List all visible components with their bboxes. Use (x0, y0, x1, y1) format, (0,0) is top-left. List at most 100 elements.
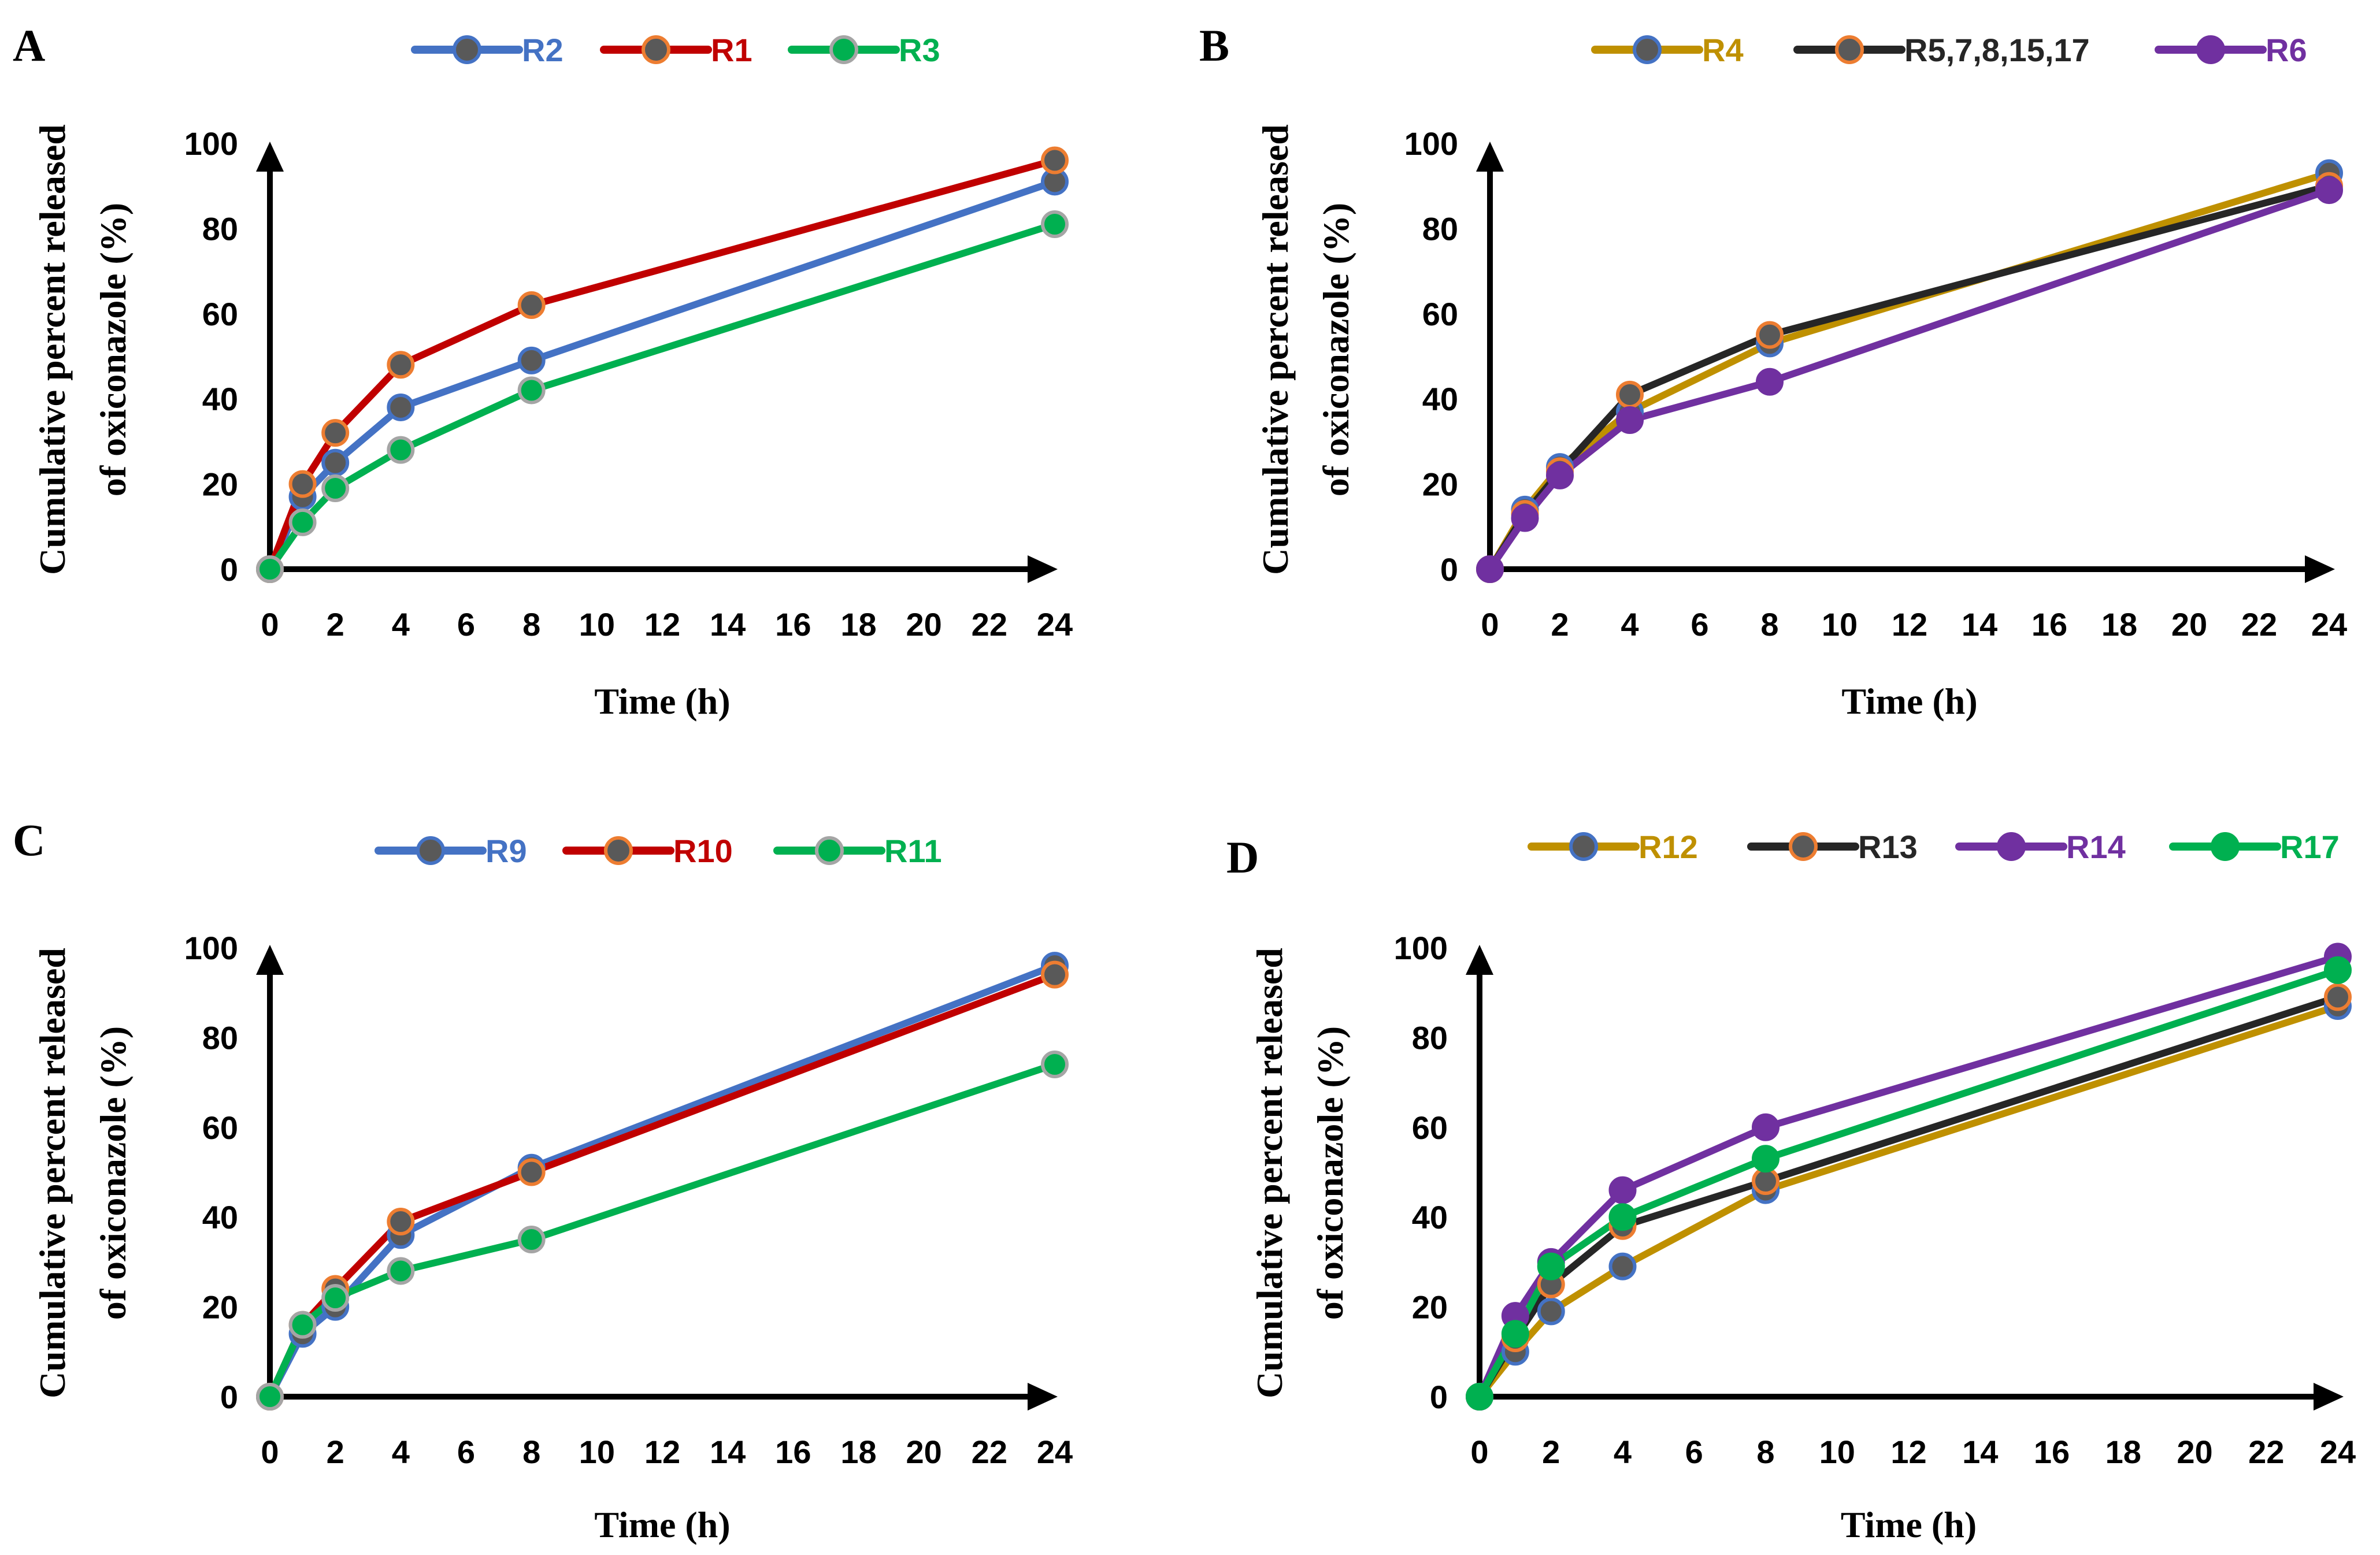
x-tick-label: 6 (1685, 1434, 1703, 1470)
data-point (387, 1207, 415, 1235)
data-point (288, 1311, 317, 1339)
x-axis-label: Time (h) (594, 1504, 730, 1545)
data-point (321, 1284, 350, 1312)
x-tick-label: 16 (2031, 606, 2067, 643)
data-point (321, 474, 350, 502)
legend-label: R13 (1858, 829, 1918, 865)
data-point (321, 448, 350, 477)
data-point (1537, 1297, 1565, 1326)
y-tick-label: 80 (202, 1019, 238, 1056)
x-tick-label: 14 (1962, 1434, 1998, 1470)
x-tick-label: 10 (579, 1434, 615, 1470)
x-tick-label: 8 (522, 1434, 540, 1470)
data-point (1041, 1051, 1069, 1079)
data-point (2324, 956, 2352, 984)
y-tick-label: 60 (202, 296, 238, 332)
x-tick-label: 10 (1822, 606, 1858, 643)
y-axis-label-line1: Cumulative percent released (1249, 948, 1290, 1398)
x-tick-label: 14 (710, 1434, 746, 1470)
x-tick-label: 0 (261, 1434, 279, 1470)
panel-letter: B (1199, 20, 1229, 70)
y-tick-label: 40 (202, 1199, 238, 1235)
y-axis-arrow (256, 945, 284, 975)
y-tick-label: 80 (202, 210, 238, 247)
series-line-r13 (1476, 993, 2339, 1399)
y-tick-label: 60 (202, 1109, 238, 1146)
legend-label: R5,7,8,15,17 (1904, 32, 2090, 68)
x-tick-label: 14 (1962, 606, 1997, 643)
data-point (517, 346, 546, 374)
legend-swatch-marker (416, 836, 445, 865)
x-tick-label: 24 (1037, 606, 1073, 643)
panel-letter: A (13, 20, 45, 70)
data-point (1608, 1203, 1637, 1231)
y-axis-label-line1: Cumulative percent released (1255, 124, 1296, 575)
data-point (2315, 176, 2343, 205)
y-axis-label-line2: of oxiconazole (%) (92, 1026, 134, 1320)
y-axis-label-line2: of oxiconazole (%) (92, 203, 134, 496)
x-tick-label: 16 (775, 606, 811, 643)
x-tick-label: 18 (2101, 606, 2137, 643)
y-tick-label: 20 (1422, 466, 1458, 503)
legend-swatch-marker (604, 836, 633, 865)
series-line-r9 (266, 962, 1056, 1398)
data-point (1041, 210, 1069, 239)
x-tick-label: 6 (457, 606, 475, 643)
y-tick-label: 20 (202, 1289, 238, 1326)
y-axis-arrow (256, 142, 284, 172)
x-tick-label: 16 (775, 1434, 811, 1470)
series-line-r14 (1476, 953, 2339, 1398)
y-axis-label-line1: Cumulative percent released (32, 124, 73, 575)
legend-swatch-marker (2211, 832, 2240, 861)
data-point (1501, 1320, 1529, 1348)
legend-label: R2 (522, 32, 564, 68)
legend-label: R11 (884, 833, 942, 869)
x-tick-label: 2 (1551, 606, 1569, 643)
legend-swatch-marker (642, 35, 670, 64)
x-tick-label: 4 (1614, 1434, 1632, 1470)
x-tick-label: 12 (644, 1434, 680, 1470)
data-point (517, 1158, 546, 1186)
x-tick-label: 18 (840, 606, 876, 643)
legend-swatch-marker (1789, 832, 1818, 861)
y-tick-label: 0 (220, 551, 238, 588)
x-tick-label: 4 (1621, 606, 1638, 643)
data-point (1608, 1176, 1637, 1204)
legend-swatch-marker (453, 35, 481, 64)
legend-swatch-marker (1997, 832, 2026, 861)
y-axis-arrow (1466, 945, 1493, 975)
legend-swatch-marker (829, 35, 858, 64)
x-axis-label: Time (h) (594, 681, 730, 722)
legend-swatch-marker (1835, 35, 1864, 64)
x-tick-label: 20 (2171, 606, 2207, 643)
x-tick-label: 22 (972, 606, 1007, 643)
y-tick-label: 100 (184, 125, 238, 162)
legend-label: R9 (485, 833, 527, 869)
data-point (1752, 1167, 1780, 1196)
x-tick-label: 12 (1892, 606, 1927, 643)
x-axis-label: Time (h) (1841, 1504, 1977, 1545)
legend-label: R14 (2066, 829, 2126, 865)
data-point (387, 436, 415, 464)
panel-letter: D (1226, 832, 1259, 882)
data-point (256, 1383, 284, 1411)
x-tick-label: 22 (2248, 1434, 2284, 1470)
data-point (387, 1257, 415, 1285)
data-point (2324, 983, 2352, 1011)
x-tick-label: 2 (327, 606, 344, 643)
series-line-r17 (1476, 967, 2339, 1398)
x-tick-label: 20 (906, 1434, 942, 1470)
data-point (517, 376, 546, 404)
data-point (1511, 504, 1539, 532)
x-axis-arrow (2305, 555, 2335, 583)
x-tick-label: 4 (392, 606, 410, 643)
legend-label: R12 (1638, 829, 1698, 865)
x-tick-label: 0 (261, 606, 279, 643)
x-tick-label: 20 (2177, 1434, 2212, 1470)
y-tick-label: 100 (184, 930, 238, 966)
data-point (387, 351, 415, 379)
legend-label: R6 (2266, 32, 2307, 68)
